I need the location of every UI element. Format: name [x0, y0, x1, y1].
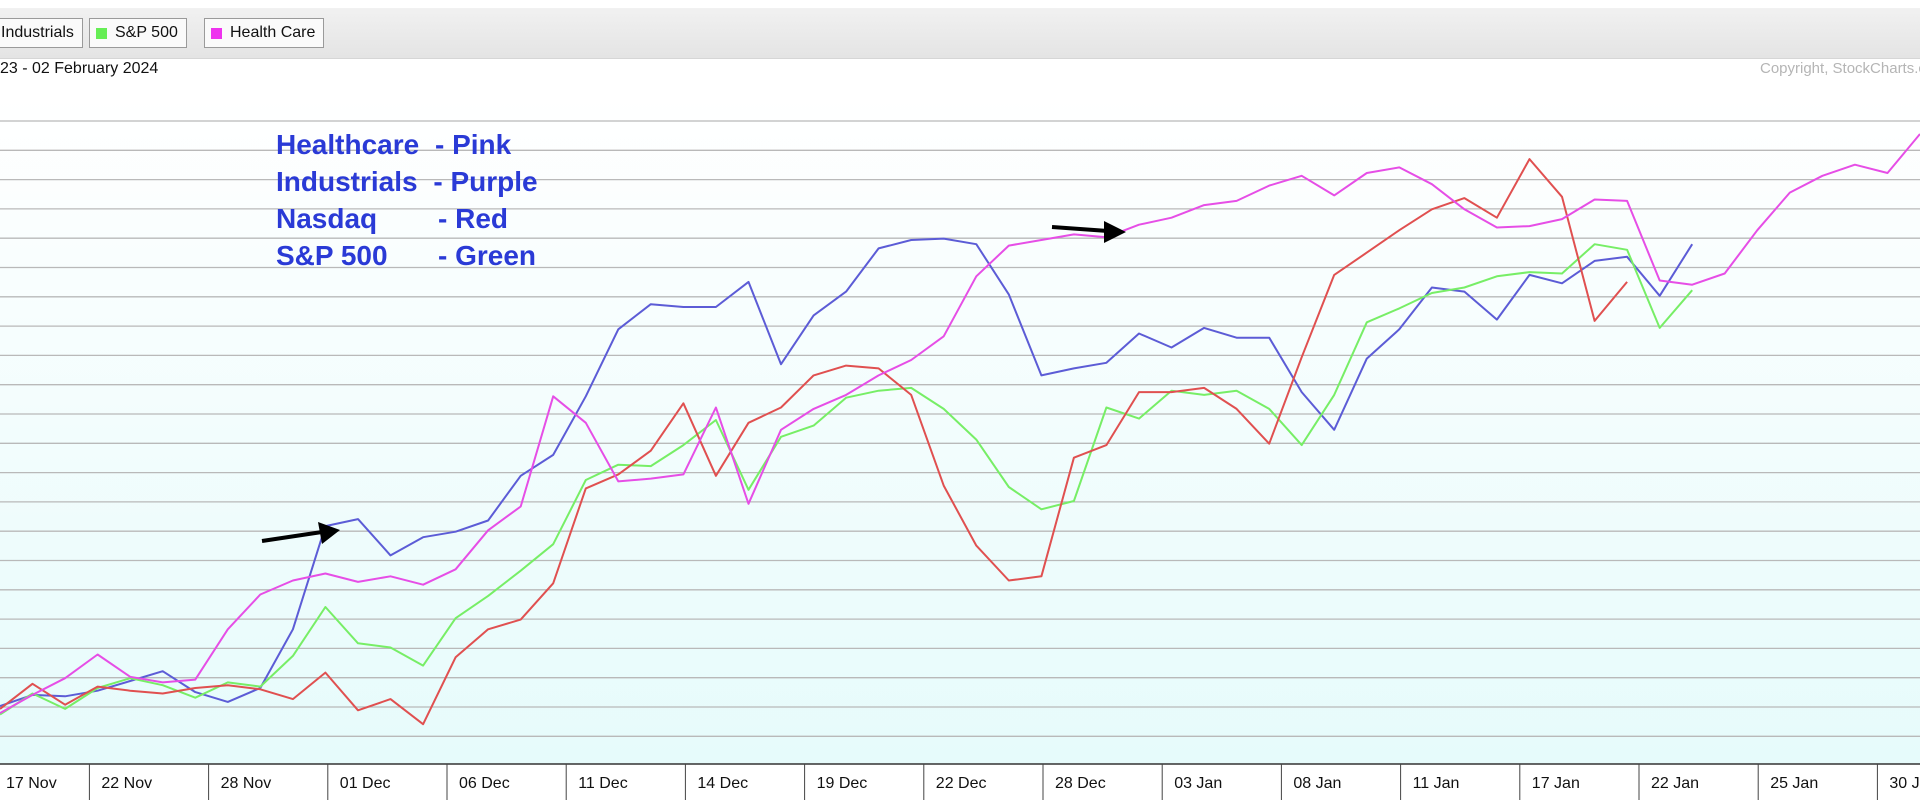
- x-tick-label: 22 Nov: [101, 775, 152, 792]
- arrow-right-icon: [1051, 221, 1126, 243]
- annotation-line-4: S&P 500 - Green: [276, 240, 536, 271]
- x-tick-label: 25 Jan: [1770, 775, 1818, 792]
- annotation-line-3: Nasdaq - Red: [276, 203, 508, 234]
- series-lines: [0, 133, 1920, 726]
- series-line-industrials: [0, 237, 1694, 708]
- legend-swatch-health-care: [211, 27, 222, 39]
- plot-background: [0, 96, 1920, 764]
- x-tick-label: 11 Dec: [578, 775, 628, 792]
- legend-label-industrials: Industrials: [1, 24, 74, 41]
- x-tick-label: 28 Nov: [221, 775, 272, 792]
- x-tick-label: 17 Nov: [6, 775, 57, 792]
- x-tick-label: 08 Jan: [1293, 775, 1341, 792]
- copyright: Copyright, StockCharts.com: [1760, 60, 1920, 77]
- x-tick-label: 03 Jan: [1174, 775, 1222, 792]
- x-tick-label: 06 Dec: [459, 775, 510, 792]
- annotation-line-1: Healthcare - Pink: [276, 129, 512, 160]
- legend-swatch-sp500: [96, 27, 107, 39]
- x-tick-label: 19 Dec: [817, 775, 868, 792]
- series-line-s-p-500: [0, 243, 1693, 716]
- date-range: 23 - 02 February 2024: [0, 60, 159, 77]
- x-tick-label: 22 Jan: [1651, 775, 1699, 792]
- x-tick-label: 22 Dec: [936, 775, 987, 792]
- series-line-nasdaq: [0, 158, 1628, 726]
- legend-label-sp500: S&P 500: [115, 24, 178, 41]
- arrow-right-icon: [261, 522, 340, 544]
- x-tick-label: 11 Jan: [1413, 775, 1460, 792]
- annotation-legend: Healthcare - Pink Industrials - Purple N…: [276, 129, 538, 271]
- legend-label-health-care: Health Care: [230, 24, 316, 41]
- legend-button-health-care[interactable]: Health Care: [204, 18, 325, 48]
- x-axis-ticks: 17 Nov 22 Nov 28 Nov 01 Dec 06 Dec 11 Dec 14 D…: [6, 764, 1920, 800]
- x-tick-label: 28 Dec: [1055, 775, 1106, 792]
- series-line-health-care: [0, 133, 1920, 714]
- x-tick-label: 17 Jan: [1532, 775, 1580, 792]
- x-tick-label: 30 Jan: [1889, 775, 1920, 792]
- legend-button-sp500[interactable]: S&P 500: [89, 18, 187, 48]
- x-tick-label: 14 Dec: [697, 775, 748, 792]
- x-tick-label: 01 Dec: [340, 775, 391, 792]
- grid-lines: [0, 120, 1920, 737]
- annotation-line-2: Industrials - Purple: [276, 166, 538, 197]
- legend-button-industrials[interactable]: Industrials: [0, 18, 83, 48]
